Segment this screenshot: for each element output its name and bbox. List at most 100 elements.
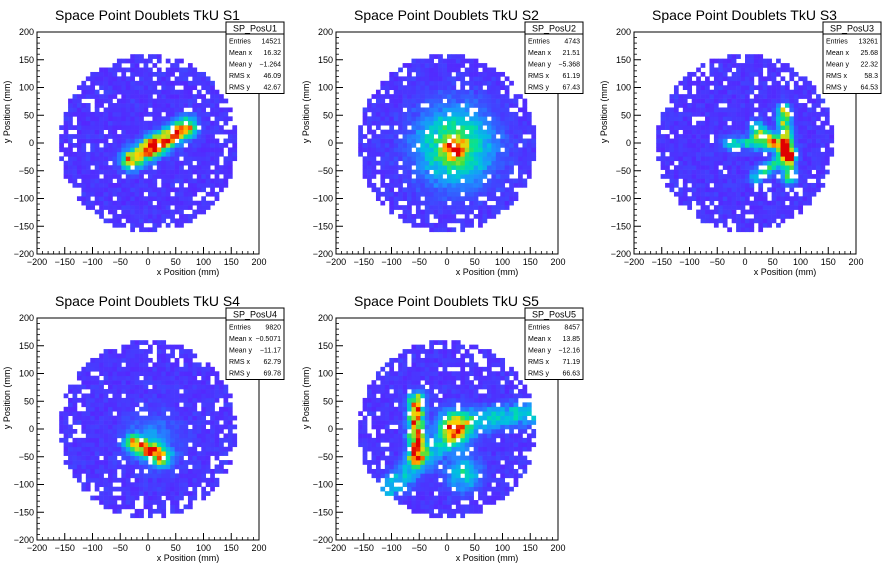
heatmap-bin xyxy=(196,424,202,430)
heatmap-bin xyxy=(464,169,470,175)
heatmap-bin xyxy=(112,446,118,452)
heatmap-bin xyxy=(451,209,457,215)
heatmap-bin xyxy=(451,107,457,113)
heatmap-bin xyxy=(81,196,87,202)
heatmap-bin xyxy=(148,169,153,175)
heatmap-bin xyxy=(192,94,198,99)
heatmap-bin xyxy=(125,473,131,479)
heatmap-bin xyxy=(420,125,426,130)
heatmap-bin xyxy=(424,76,430,82)
heatmap-bin xyxy=(223,138,229,144)
heatmap-bin xyxy=(72,402,78,408)
heatmap-bin xyxy=(802,89,808,95)
heatmap-bin xyxy=(482,160,488,166)
heatmap-bin xyxy=(762,138,768,144)
heatmap-bin xyxy=(375,455,381,461)
heatmap-bin xyxy=(384,196,390,202)
heatmap-bin xyxy=(709,169,715,175)
heatmap-bin xyxy=(179,366,184,372)
heatmap-bin xyxy=(722,63,728,68)
heatmap-bin xyxy=(179,353,184,359)
heatmap-bin xyxy=(807,85,812,91)
heatmap-bin xyxy=(156,393,162,399)
heatmap-bin xyxy=(148,508,153,514)
heatmap-bin xyxy=(682,156,688,162)
heatmap-bin xyxy=(745,80,750,86)
heatmap-bin xyxy=(460,89,466,95)
heatmap-bin xyxy=(183,85,189,91)
heatmap-bin xyxy=(745,196,750,202)
x-tick-label: −50 xyxy=(412,257,427,267)
heatmap-bin xyxy=(784,67,790,73)
heatmap-bin xyxy=(780,182,786,188)
heatmap-bin xyxy=(451,89,457,95)
heatmap-bin xyxy=(90,169,96,175)
heatmap-bin xyxy=(125,85,131,91)
heatmap-bin xyxy=(687,129,693,135)
heatmap-bin xyxy=(174,58,180,64)
heatmap-bin xyxy=(513,147,519,153)
heatmap-bin xyxy=(367,402,372,408)
heatmap-bin xyxy=(384,116,390,122)
heatmap-bin xyxy=(389,147,395,153)
heatmap-bin xyxy=(85,160,91,166)
heatmap-bin xyxy=(402,151,408,157)
heatmap-bin xyxy=(103,477,109,483)
heatmap-bin xyxy=(156,468,162,474)
heatmap-bin xyxy=(491,169,497,175)
heatmap-bin xyxy=(139,415,144,421)
heatmap-bin xyxy=(214,111,220,117)
heatmap-bin xyxy=(473,125,479,130)
heatmap-bin xyxy=(183,446,189,452)
heatmap-bin xyxy=(451,156,457,162)
heatmap-bin xyxy=(170,80,175,86)
heatmap-bin xyxy=(148,420,153,425)
heatmap-bin xyxy=(713,196,719,202)
heatmap-bin xyxy=(165,134,171,139)
heatmap-bin xyxy=(112,129,118,135)
heatmap-bin xyxy=(81,442,87,448)
heatmap-bin xyxy=(509,138,514,144)
heatmap-bin xyxy=(727,182,732,188)
heatmap-bin xyxy=(464,103,470,108)
heatmap-bin xyxy=(669,111,675,117)
heatmap-bin xyxy=(700,165,706,170)
heatmap-bin xyxy=(384,187,390,193)
heatmap-bin xyxy=(108,200,113,206)
heatmap-bin xyxy=(771,151,777,157)
heatmap-bin xyxy=(143,420,149,425)
heatmap-bin xyxy=(112,85,118,91)
heatmap-bin xyxy=(152,424,158,430)
heatmap-bin xyxy=(491,156,497,162)
heatmap-bin xyxy=(438,94,443,99)
heatmap-bin xyxy=(174,508,180,514)
heatmap-bin xyxy=(170,500,175,505)
heatmap-bin xyxy=(691,98,697,104)
heatmap-bin xyxy=(165,389,171,394)
heatmap-bin xyxy=(227,134,233,139)
heatmap-bin xyxy=(691,107,697,113)
heatmap-bin xyxy=(99,178,104,184)
heatmap-bin xyxy=(227,151,233,157)
heatmap-bin xyxy=(736,218,741,224)
heatmap-bin xyxy=(232,442,238,448)
heatmap-bin xyxy=(108,349,113,354)
heatmap-bin xyxy=(696,76,701,82)
heatmap-bin xyxy=(205,174,211,179)
heatmap-bin xyxy=(678,134,684,139)
heatmap-bin xyxy=(807,89,812,95)
heatmap-bin xyxy=(214,446,220,452)
heatmap-bin xyxy=(81,160,87,166)
heatmap-bin xyxy=(451,187,457,193)
heatmap-bin xyxy=(205,477,211,483)
heatmap-bin xyxy=(201,174,207,179)
heatmap-bin xyxy=(696,120,701,126)
heatmap-bin xyxy=(152,196,158,202)
heatmap-bin xyxy=(192,420,198,425)
heatmap-bin xyxy=(179,460,184,465)
heatmap-bin xyxy=(473,160,479,166)
heatmap-bin xyxy=(156,160,162,166)
heatmap-bin xyxy=(112,366,118,372)
heatmap-bin xyxy=(367,393,372,399)
heatmap-bin xyxy=(210,191,215,197)
